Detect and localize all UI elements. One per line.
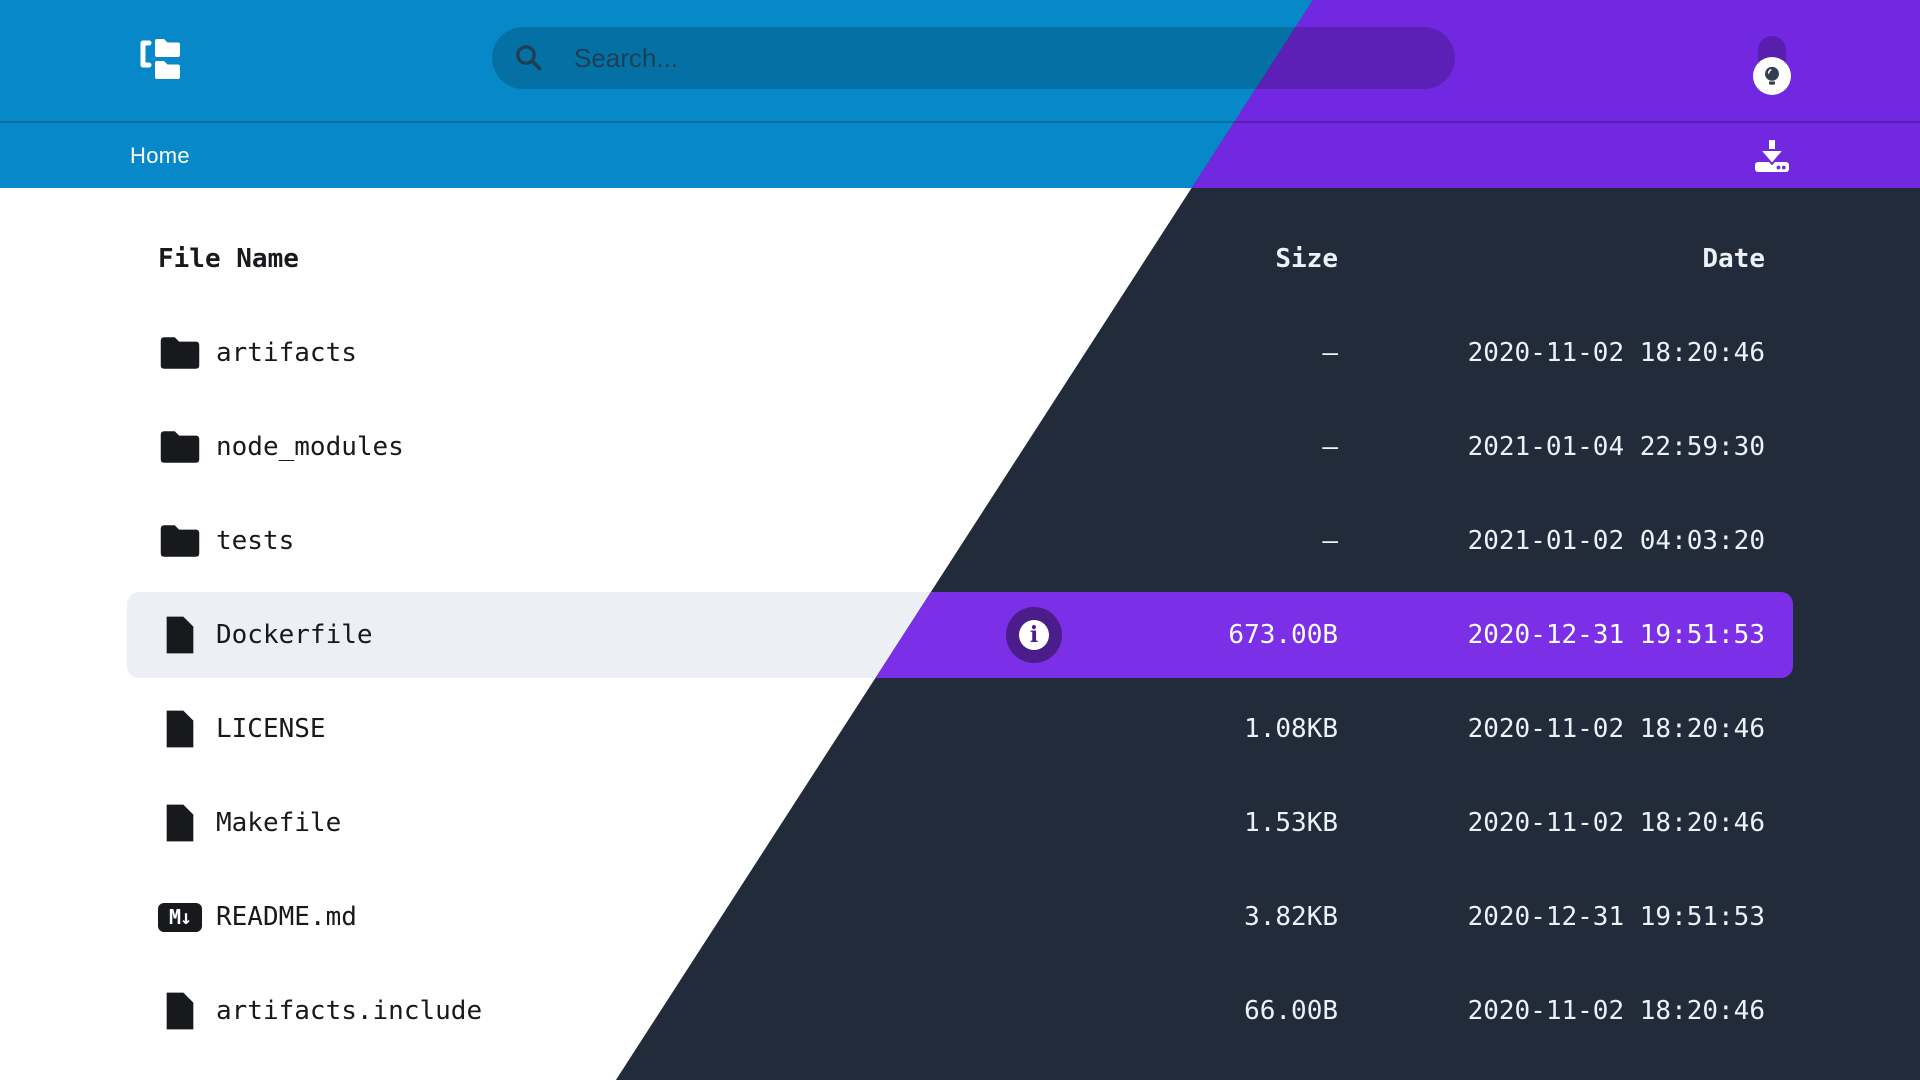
- file-name: README.md: [216, 902, 357, 932]
- breadcrumb-home[interactable]: Home: [130, 142, 190, 168]
- file-size: 66.00B: [1244, 996, 1338, 1026]
- table-header-row: File Name Size Date: [616, 216, 1793, 302]
- file-name: Makefile: [216, 808, 342, 838]
- file-name: LICENSE: [216, 714, 326, 744]
- markdown-icon: M↓: [158, 895, 202, 939]
- download-tray-icon: [1755, 138, 1789, 172]
- folder-icon: [158, 425, 202, 469]
- table-row[interactable]: artifacts.include 66.00B 2020-11-02 18:2…: [616, 968, 1793, 1054]
- file-size: 3.82KB: [1244, 902, 1338, 932]
- table-row[interactable]: tests — 2021-01-02 04:03:20: [616, 498, 1793, 584]
- file-name: node_modules: [216, 432, 404, 462]
- file-size: 673.00B: [1228, 620, 1338, 650]
- file-date: 2020-11-02 18:20:46: [1467, 714, 1765, 744]
- file-name: Dockerfile: [216, 620, 373, 650]
- column-header-date[interactable]: Date: [1702, 244, 1765, 274]
- lightbulb-icon: [1765, 66, 1779, 85]
- file-size: 1.08KB: [1244, 714, 1338, 744]
- file-date: 2020-12-31 19:51:53: [1467, 620, 1765, 650]
- file-date: 2020-11-02 18:20:46: [1467, 808, 1765, 838]
- table-row[interactable]: node_modules — 2021-01-04 22:59:30: [616, 404, 1793, 490]
- file-name: tests: [216, 526, 295, 556]
- file-date: 2020-11-02 18:20:46: [1467, 338, 1765, 368]
- file-name: artifacts: [216, 338, 357, 368]
- file-icon: [158, 613, 202, 657]
- file-date: 2020-12-31 19:51:53: [1467, 902, 1765, 932]
- file-size: —: [1322, 526, 1338, 556]
- file-size: 1.53KB: [1244, 808, 1338, 838]
- file-name: artifacts.include: [216, 996, 483, 1026]
- table-row[interactable]: artifacts — 2020-11-02 18:20:46: [616, 310, 1793, 396]
- folder-icon: [158, 331, 202, 375]
- table-row[interactable]: M↓README.md 3.82KB 2020-12-31 19:51:53: [616, 874, 1793, 960]
- file-date: 2020-11-02 18:20:46: [1467, 996, 1765, 1026]
- info-button[interactable]: i: [1006, 607, 1062, 663]
- table-row[interactable]: LICENSE 1.08KB 2020-11-02 18:20:46: [616, 686, 1793, 772]
- table-row[interactable]: Makefile 1.53KB 2020-11-02 18:20:46: [616, 780, 1793, 866]
- column-header-size[interactable]: Size: [1275, 244, 1338, 274]
- file-size: —: [1322, 432, 1338, 462]
- file-icon: [158, 707, 202, 751]
- download-button[interactable]: [1749, 135, 1795, 177]
- file-size: —: [1322, 338, 1338, 368]
- file-icon: [158, 801, 202, 845]
- app-logo-folder-tree-icon[interactable]: [133, 33, 187, 87]
- theme-toggle-knob[interactable]: [1753, 57, 1791, 95]
- column-header-file-name[interactable]: File Name: [158, 244, 299, 274]
- folder-icon: [158, 519, 202, 563]
- info-icon: i: [1019, 620, 1049, 650]
- file-date: 2021-01-02 04:03:20: [1467, 526, 1765, 556]
- file-date: 2021-01-04 22:59:30: [1467, 432, 1765, 462]
- file-icon: [158, 989, 202, 1033]
